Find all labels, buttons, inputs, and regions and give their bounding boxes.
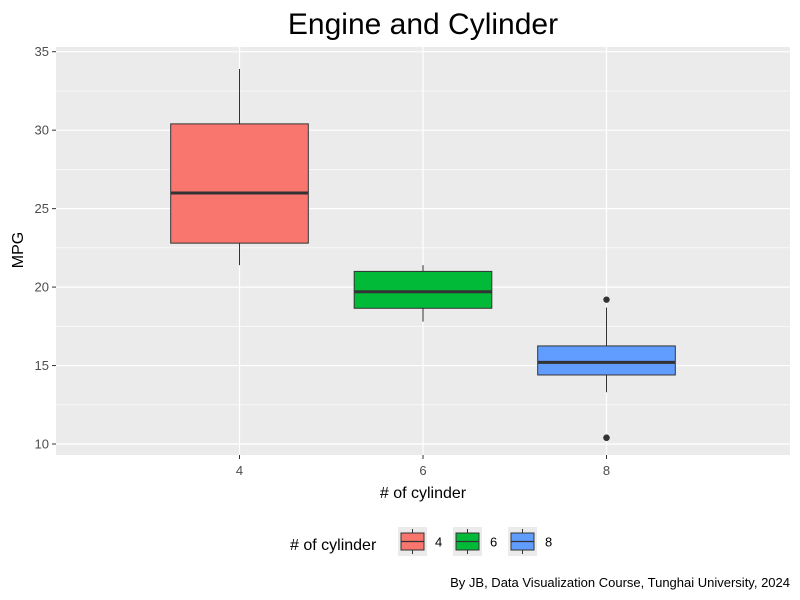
chart-title: Engine and Cylinder bbox=[288, 8, 558, 41]
x-tick-label: 8 bbox=[603, 463, 610, 478]
x-tick-label: 4 bbox=[236, 463, 243, 478]
y-tick-label: 20 bbox=[35, 280, 49, 295]
box-group-6 bbox=[353, 265, 493, 322]
legend: # of cylinder 4 6 8 bbox=[290, 527, 552, 556]
legend-title: # of cylinder bbox=[290, 537, 377, 554]
chart-caption: By JB, Data Visualization Course, Tungha… bbox=[450, 575, 790, 590]
legend-label: 4 bbox=[435, 535, 442, 550]
plot-area: 10 15 20 25 30 35 4 6 8 bbox=[35, 44, 790, 478]
box-group-4 bbox=[170, 68, 309, 266]
legend-label: 6 bbox=[490, 535, 497, 550]
y-axis-title: MPG bbox=[10, 232, 27, 268]
y-tick-label: 25 bbox=[35, 201, 49, 216]
legend-item-6: 6 bbox=[453, 527, 497, 556]
y-tick-label: 10 bbox=[35, 437, 49, 452]
x-tick-label: 6 bbox=[419, 463, 426, 478]
legend-item-8: 8 bbox=[508, 527, 552, 556]
y-tick-label: 15 bbox=[35, 358, 49, 373]
y-tick-label: 30 bbox=[35, 123, 49, 138]
box-iqr bbox=[170, 123, 309, 244]
box-iqr bbox=[353, 270, 493, 309]
legend-item-4: 4 bbox=[398, 527, 442, 556]
box-group-8 bbox=[537, 296, 676, 441]
legend-label: 8 bbox=[545, 535, 552, 550]
y-tick-label: 35 bbox=[35, 44, 49, 59]
x-axis-title: # of cylinder bbox=[380, 485, 467, 502]
outlier-point bbox=[603, 296, 610, 303]
box-iqr bbox=[537, 345, 676, 376]
outlier-point bbox=[603, 434, 610, 441]
